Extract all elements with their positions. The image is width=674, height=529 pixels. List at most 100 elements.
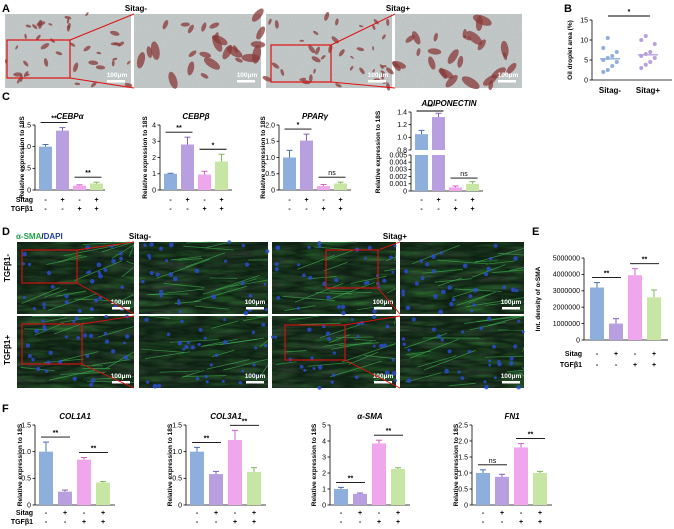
y-tick-label: 0.5: [21, 476, 31, 483]
bar: [209, 474, 223, 505]
x-sitag-sign: +: [60, 197, 64, 204]
x-tgf-sign: +: [633, 362, 637, 369]
y-tick-label: 0.002: [389, 174, 407, 181]
x-sitag-sign: +: [219, 197, 223, 204]
x-tgf-sign: -: [44, 206, 47, 213]
x-tgf-sign: +: [252, 519, 256, 526]
x-sitag-sign: +: [304, 197, 308, 204]
x-tgf-sign: -: [437, 206, 440, 213]
y-tick-label: 0.5: [21, 166, 31, 173]
y-tick-label: 0: [27, 187, 31, 194]
y-axis-label: Relative expression to 18S: [311, 423, 318, 506]
y-tick-label: 2000000: [553, 305, 580, 312]
data-point: [601, 70, 606, 74]
bar: [449, 187, 462, 191]
panel-label-a: A: [2, 3, 10, 15]
x-tgf-sign: -: [340, 519, 343, 526]
x-tgf-sign: +: [77, 206, 81, 213]
micro-d-plus-plus: 100μm: [270, 315, 398, 390]
chart-E: 0 1000000 2000000 3000000 4000000 5000000 Int.…: [535, 255, 668, 369]
sig-label: **: [242, 418, 248, 425]
x-sitag-sign: -: [45, 510, 48, 517]
x-sitag-sign: -: [634, 351, 637, 358]
row-label-tgf-minus: TGFβ1-: [3, 254, 12, 282]
x-sitag-sign: +: [436, 197, 440, 204]
bar: [466, 183, 479, 191]
y-tick-label: 0: [27, 502, 31, 509]
x-sitag-sign: -: [420, 197, 423, 204]
bar: [96, 482, 110, 505]
roi-box: [21, 323, 83, 365]
x-sitag-sign: -: [234, 510, 237, 517]
y-tick-label: 1.5: [458, 454, 468, 461]
panel-label-f: F: [2, 403, 9, 415]
bar: [90, 183, 103, 190]
scale-bar-label: 100μm: [245, 373, 266, 380]
sig-label: **: [386, 428, 392, 435]
bar: [628, 275, 642, 340]
scale-bar-label: 100μm: [237, 72, 258, 79]
y-tick-label: 1.0: [21, 449, 31, 456]
chart-title: CEBPβ: [182, 112, 209, 121]
sig-label: *: [628, 9, 631, 16]
y-tick-label: 2.0: [265, 122, 275, 129]
bar: [590, 287, 604, 340]
bar: [391, 469, 405, 505]
x-sitag-sign: -: [454, 197, 457, 204]
x-tgf-sign: -: [501, 519, 504, 526]
x-sitag-sign: +: [470, 197, 474, 204]
y-axis-label: Relative expression to 18S: [375, 110, 382, 193]
y-axis-label: Relative expression to 18S: [260, 116, 267, 199]
roi-box: [284, 324, 346, 361]
y-tick-label: 0: [576, 337, 580, 344]
data-point: [601, 46, 606, 50]
sig-label: **: [51, 116, 57, 123]
micro-a-sitag-minus-zoom: 100μm: [134, 8, 266, 89]
x-tgf-sign: +: [338, 206, 342, 213]
sig-label: **: [528, 432, 534, 439]
y-tick-label: 1.2: [397, 122, 407, 129]
y-tick-label: 1: [152, 171, 156, 178]
scale-bar-label: 100μm: [373, 299, 394, 306]
chart-title: COL3A1: [210, 412, 242, 421]
y-tick-label: 1000000: [553, 321, 580, 328]
bar: [228, 439, 242, 505]
y-tick-label: 1.0: [397, 135, 407, 142]
bar: [215, 161, 228, 190]
x-tgf-sign: -: [615, 362, 618, 369]
bar: [317, 186, 330, 190]
micro-a-sitag-plus-zoom: 100μm: [392, 14, 522, 91]
x-sitag-sign: +: [652, 351, 656, 358]
scale-bar-label: 100μm: [368, 72, 389, 79]
sig-label: **: [427, 104, 433, 111]
y-tick-label: 0.5: [172, 476, 182, 483]
row-label-tgf-plus: TGFβ1+: [3, 335, 12, 365]
y-tick-label: 0.004: [389, 160, 407, 167]
chart-B: 0 5 10 15 Oil droplet area (%) Sitag- Sitag+ *: [567, 9, 672, 95]
chart-title: COL1A1: [59, 412, 91, 421]
roi-box: [6, 39, 71, 79]
x-tgf-sign: +: [82, 519, 86, 526]
x-tgf-sign: +: [538, 519, 542, 526]
bar: [334, 489, 348, 505]
micro-d-minus-minus-zoom: 100μm: [139, 240, 270, 316]
x-sitag-sign: -: [378, 510, 381, 517]
x-sitag-sign: +: [614, 351, 618, 358]
sitag-minus-title-d: Sitag-: [129, 232, 152, 241]
chart-F1: 0 0.5 1.0 1.5 COL1A1 Relative expression to 1…: [11, 412, 115, 526]
x-tgf-sign: -: [186, 206, 189, 213]
data-point: [643, 34, 648, 38]
y-tick-label: 0.5: [265, 171, 275, 178]
y-tick-label: 0: [178, 502, 182, 509]
bar: [190, 451, 204, 505]
x-tgf-sign: +: [202, 206, 206, 213]
data-point: [648, 60, 653, 64]
x-sitag-sign: +: [538, 510, 542, 517]
y-tick-label: 0: [584, 77, 588, 84]
y-axis-label: Int. density of α-SMA: [535, 266, 542, 331]
data-point: [614, 60, 619, 64]
x-category-label: Sitag-: [599, 86, 622, 95]
y-tick-label: 4: [322, 438, 326, 445]
bar: [56, 130, 69, 190]
